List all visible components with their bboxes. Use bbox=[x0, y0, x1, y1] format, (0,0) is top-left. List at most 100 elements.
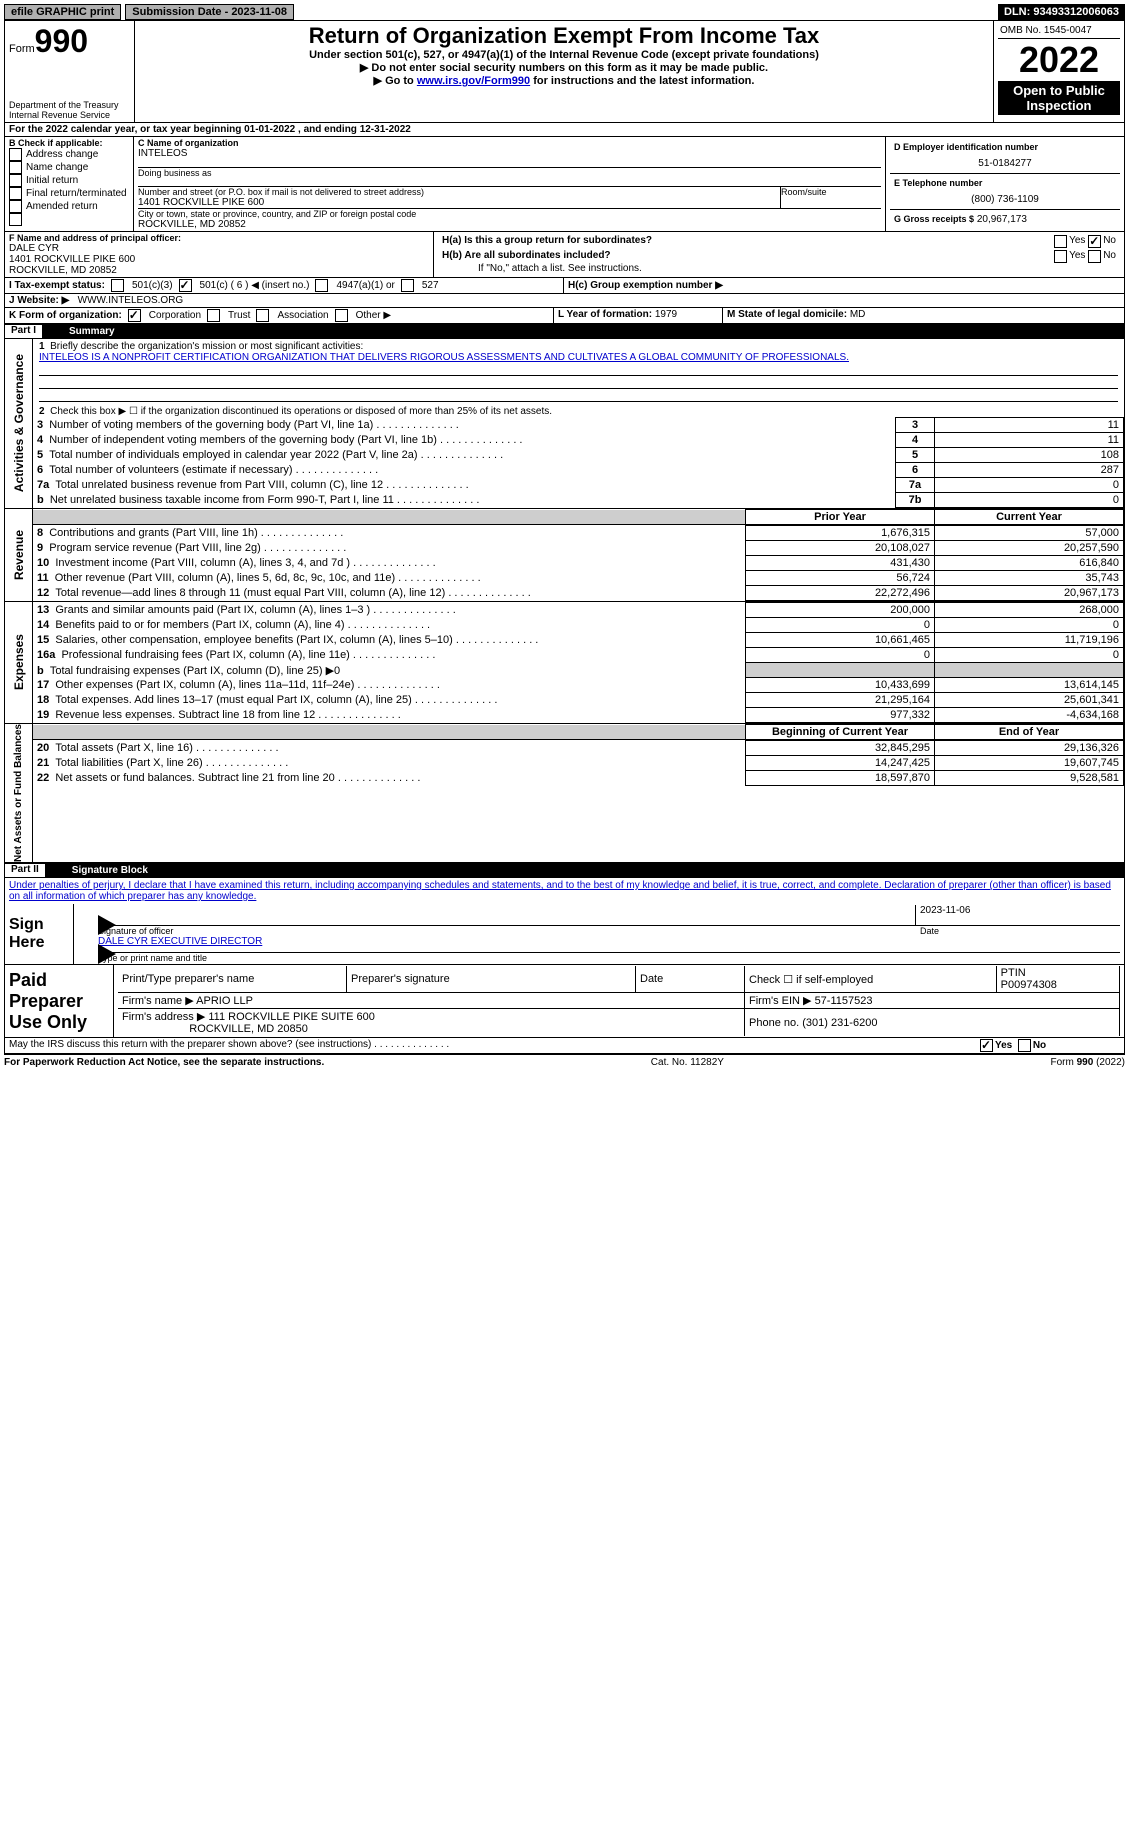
city-label: City or town, state or province, country… bbox=[138, 209, 881, 219]
g-gross-value: 20,967,173 bbox=[977, 214, 1027, 225]
ha-no-chk[interactable] bbox=[1088, 235, 1101, 248]
opt-initial-return: Initial return bbox=[26, 175, 78, 186]
pra-notice: For Paperwork Reduction Act Notice, see … bbox=[4, 1057, 324, 1068]
chk-501c[interactable] bbox=[179, 279, 192, 292]
room-suite-label: Room/suite bbox=[781, 187, 827, 197]
irs-label: Internal Revenue Service bbox=[9, 110, 130, 120]
cat-no: Cat. No. 11282Y bbox=[651, 1057, 724, 1068]
txt-trust: Trust bbox=[228, 310, 250, 321]
opt-name-change: Name change bbox=[26, 162, 88, 173]
chk-4947[interactable] bbox=[315, 279, 328, 292]
txt-527: 527 bbox=[422, 280, 439, 291]
city-value: ROCKVILLE, MD 20852 bbox=[138, 219, 881, 230]
part1-header: Part I Summary bbox=[4, 324, 1125, 339]
f-officer-name: DALE CYR bbox=[9, 243, 429, 254]
discuss-yes: Yes bbox=[995, 1040, 1012, 1051]
hdr-beg: Beginning of Current Year bbox=[746, 725, 935, 740]
hc-label: H(c) Group exemption number ▶ bbox=[568, 280, 723, 291]
tax-year: 2022 bbox=[998, 39, 1120, 81]
ptin-value: P00974308 bbox=[1001, 979, 1057, 991]
chk-address-change[interactable] bbox=[9, 148, 22, 161]
subtitle-2: ▶ Do not enter social security numbers o… bbox=[139, 61, 989, 74]
form-word: Form bbox=[9, 43, 35, 55]
j-website: WWW.INTELEOS.ORG bbox=[78, 295, 184, 306]
form-number: 990 bbox=[35, 23, 88, 59]
chk-final-return[interactable] bbox=[9, 187, 22, 200]
period-a: For the 2022 calendar year, or tax year … bbox=[5, 123, 415, 136]
discuss-no: No bbox=[1033, 1040, 1046, 1051]
chk-other[interactable] bbox=[335, 309, 348, 322]
chk-corp[interactable] bbox=[128, 309, 141, 322]
firm-name-label: Firm's name ▶ bbox=[122, 995, 194, 1007]
irs-link[interactable]: www.irs.gov/Form990 bbox=[417, 75, 530, 87]
part2-header: Part II Signature Block bbox=[4, 863, 1125, 878]
f-officer-addr2: ROCKVILLE, MD 20852 bbox=[9, 265, 429, 276]
section-b-checklist: Address change Name change Initial retur… bbox=[9, 148, 129, 226]
chk-initial-return[interactable] bbox=[9, 174, 22, 187]
mission-text[interactable]: INTELEOS IS A NONPROFIT CERTIFICATION OR… bbox=[39, 352, 849, 363]
opt-final-return: Final return/terminated bbox=[26, 188, 127, 199]
efile-print-button[interactable]: efile GRAPHIC print bbox=[4, 4, 121, 20]
chk-amended-return[interactable] bbox=[9, 200, 22, 213]
subtitle-1: Under section 501(c), 527, or 4947(a)(1)… bbox=[139, 49, 989, 61]
hb-yes-chk[interactable] bbox=[1054, 250, 1067, 263]
submission-date-button[interactable]: Submission Date - 2023-11-08 bbox=[125, 4, 294, 20]
chk-app-pending[interactable] bbox=[9, 213, 22, 226]
chk-501c3[interactable] bbox=[111, 279, 124, 292]
ha-yes-chk[interactable] bbox=[1054, 235, 1067, 248]
discuss-yes-chk[interactable] bbox=[980, 1039, 993, 1052]
txt-501c: 501(c) ( 6 ) ◀ (insert no.) bbox=[200, 280, 310, 291]
k-label: K Form of organization: bbox=[9, 310, 122, 321]
sign-here-label: Sign Here bbox=[5, 904, 74, 964]
firm-phone: (301) 231-6200 bbox=[802, 1017, 877, 1029]
signature-perjury-text[interactable]: Under penalties of perjury, I declare th… bbox=[9, 880, 1111, 902]
side-rev: Revenue bbox=[12, 530, 26, 580]
opt-amended-return: Amended return bbox=[26, 201, 98, 212]
l-value: 1979 bbox=[655, 309, 677, 320]
chk-trust[interactable] bbox=[207, 309, 220, 322]
hb-label: H(b) Are all subordinates included? bbox=[442, 250, 611, 261]
side-ag: Activities & Governance bbox=[12, 354, 26, 492]
subtitle-3b: for instructions and the latest informat… bbox=[530, 75, 754, 87]
txt-corp: Corporation bbox=[149, 310, 201, 321]
j-label: J Website: ▶ bbox=[9, 295, 69, 306]
side-exp: Expenses bbox=[12, 634, 26, 690]
f-officer-addr1: 1401 ROCKVILLE PIKE 600 bbox=[9, 254, 429, 265]
omb-number: OMB No. 1545-0047 bbox=[998, 23, 1120, 39]
c-name-label: C Name of organization bbox=[138, 138, 881, 148]
firm-addr1: 111 ROCKVILLE PIKE SUITE 600 bbox=[208, 1011, 375, 1023]
e-phone-label: E Telephone number bbox=[894, 178, 1116, 188]
discuss-no-chk[interactable] bbox=[1018, 1039, 1031, 1052]
side-net: Net Assets or Fund Balances bbox=[13, 724, 24, 862]
part2-title: Signature Block bbox=[72, 865, 148, 876]
dln-value: DLN: 93493312006063 bbox=[998, 4, 1125, 20]
txt-assoc: Association bbox=[277, 310, 328, 321]
i-label: I Tax-exempt status: bbox=[9, 280, 105, 291]
chk-name-change[interactable] bbox=[9, 161, 22, 174]
dept-treasury: Department of the Treasury bbox=[9, 100, 130, 110]
firm-name: APRIO LLP bbox=[196, 995, 253, 1007]
q1-label: Briefly describe the organization's miss… bbox=[50, 341, 363, 352]
paid-preparer-label: Paid Preparer Use Only bbox=[5, 965, 114, 1037]
m-label: M State of legal domicile: bbox=[727, 309, 847, 320]
hb-no-chk[interactable] bbox=[1088, 250, 1101, 263]
hb-note: If "No," attach a list. See instructions… bbox=[438, 263, 1120, 274]
d-ein-value: 51-0184277 bbox=[894, 152, 1116, 169]
txt-501c3: 501(c)(3) bbox=[132, 280, 173, 291]
firm-addr2: ROCKVILLE, MD 20850 bbox=[189, 1023, 308, 1035]
sign-date: 2023-11-06 bbox=[915, 905, 1120, 925]
public-inspection: Open to Public Inspection bbox=[998, 81, 1120, 115]
part1-num: Part I bbox=[4, 324, 43, 339]
chk-assoc[interactable] bbox=[256, 309, 269, 322]
addr-label: Number and street (or P.O. box if mail i… bbox=[138, 187, 780, 197]
subtitle-3a: ▶ Go to bbox=[374, 75, 417, 87]
ha-yes: Yes bbox=[1069, 235, 1085, 246]
part1-title: Summary bbox=[69, 326, 115, 337]
prep-name-label: Print/Type preparer's name bbox=[118, 966, 347, 993]
officer-name[interactable]: DALE CYR EXECUTIVE DIRECTOR bbox=[98, 936, 262, 947]
firm-addr-label: Firm's address ▶ bbox=[122, 1011, 205, 1023]
hb-no: No bbox=[1103, 250, 1116, 261]
chk-527[interactable] bbox=[401, 279, 414, 292]
g-gross-label: G Gross receipts $ bbox=[894, 214, 974, 224]
form-title: Return of Organization Exempt From Incom… bbox=[139, 23, 989, 49]
